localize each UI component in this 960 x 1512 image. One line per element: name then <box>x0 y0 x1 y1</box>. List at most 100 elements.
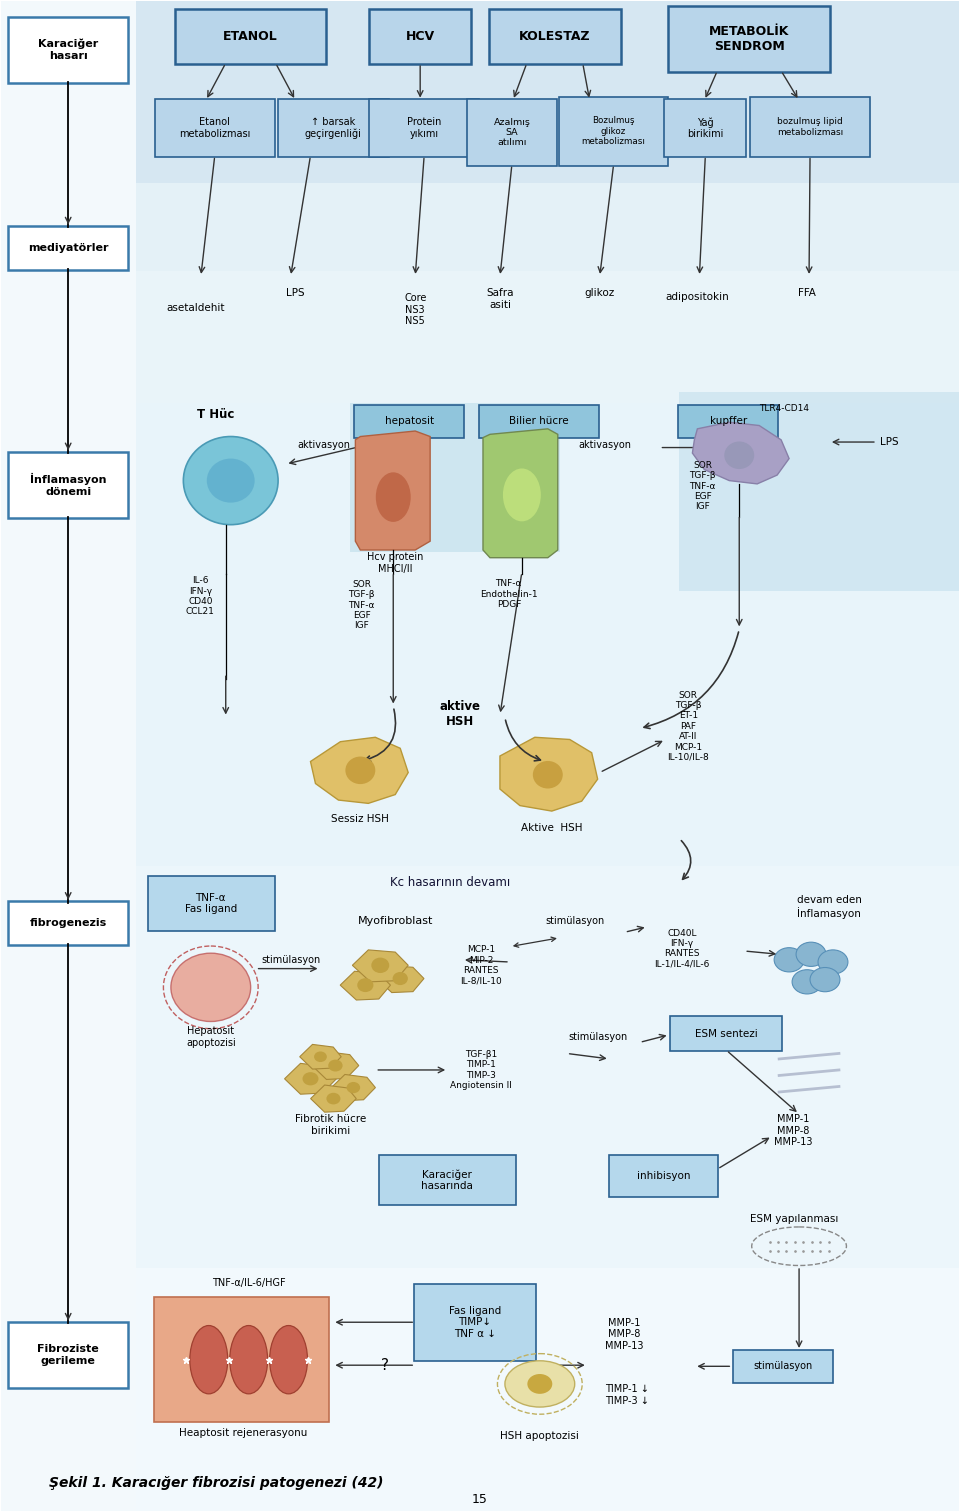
Ellipse shape <box>792 969 822 993</box>
Text: Bozulmuş
glikoz
metabolizması: Bozulmuş glikoz metabolizması <box>582 116 645 147</box>
Ellipse shape <box>533 761 563 788</box>
Text: IL-6
IFN-γ
CD40
CCL21: IL-6 IFN-γ CD40 CCL21 <box>186 576 215 617</box>
Ellipse shape <box>527 1374 552 1394</box>
Polygon shape <box>331 1075 375 1101</box>
Text: MMP-1
MMP-8
MMP-13: MMP-1 MMP-8 MMP-13 <box>605 1318 643 1350</box>
Text: Karaciğer
hasarında: Karaciğer hasarında <box>421 1169 473 1191</box>
Text: Hcv protein
MHCI/II: Hcv protein MHCI/II <box>367 552 423 575</box>
Text: MMP-1
MMP-8
MMP-13: MMP-1 MMP-8 MMP-13 <box>774 1114 813 1148</box>
Polygon shape <box>352 950 408 981</box>
FancyBboxPatch shape <box>668 6 830 73</box>
Ellipse shape <box>314 1051 326 1061</box>
Text: hepatosit: hepatosit <box>385 416 434 426</box>
Polygon shape <box>300 1045 341 1069</box>
Polygon shape <box>311 1086 356 1113</box>
FancyBboxPatch shape <box>9 17 128 83</box>
Text: TGF-β1
TIMP-1
TIMP-3
Angiotensin II: TGF-β1 TIMP-1 TIMP-3 Angiotensin II <box>450 1049 512 1090</box>
FancyBboxPatch shape <box>9 227 128 271</box>
FancyBboxPatch shape <box>379 1155 516 1205</box>
FancyBboxPatch shape <box>733 1350 833 1383</box>
Ellipse shape <box>270 1326 307 1394</box>
Ellipse shape <box>326 1093 341 1104</box>
Text: Etanol
metabolizması: Etanol metabolizması <box>180 118 251 139</box>
Text: glikoz: glikoz <box>585 289 614 298</box>
Text: TNF-α
Fas ligand: TNF-α Fas ligand <box>184 892 237 915</box>
Ellipse shape <box>347 1083 360 1093</box>
Text: Myofibroblast: Myofibroblast <box>357 916 433 927</box>
Text: Hepatosit
apoptozisi: Hepatosit apoptozisi <box>186 1027 235 1048</box>
FancyBboxPatch shape <box>414 1284 536 1361</box>
Ellipse shape <box>774 948 804 972</box>
Text: CD40L
IFN-γ
RANTES
IL-1/IL-4/IL-6: CD40L IFN-γ RANTES IL-1/IL-4/IL-6 <box>655 928 709 969</box>
Ellipse shape <box>328 1060 343 1072</box>
FancyBboxPatch shape <box>9 901 128 945</box>
Ellipse shape <box>796 942 826 966</box>
Polygon shape <box>284 1063 336 1095</box>
Bar <box>1 2 136 1510</box>
FancyBboxPatch shape <box>479 405 599 437</box>
Text: Kc hasarının devamı: Kc hasarının devamı <box>390 875 510 889</box>
Text: ESM sentezi: ESM sentezi <box>695 1028 757 1039</box>
Text: Protein
yıkımı: Protein yıkımı <box>407 118 442 139</box>
Text: Aktive  HSH: Aktive HSH <box>521 823 583 833</box>
FancyBboxPatch shape <box>155 100 275 157</box>
Text: Fibrotik hücre
birikimi: Fibrotik hücre birikimi <box>295 1114 366 1136</box>
Bar <box>350 404 560 552</box>
Ellipse shape <box>229 1326 268 1394</box>
Text: SOR
TGF-β
TNF-α
EGF
IGF: SOR TGF-β TNF-α EGF IGF <box>689 461 716 511</box>
Text: TNF-α
Endothelin-1
PDGF: TNF-α Endothelin-1 PDGF <box>480 579 538 609</box>
FancyBboxPatch shape <box>670 1016 782 1051</box>
Ellipse shape <box>393 972 408 986</box>
Text: aktive
HSH: aktive HSH <box>440 700 481 729</box>
Text: ↑ barsak
geçirgenliği: ↑ barsak geçirgenliği <box>305 116 362 139</box>
Text: Heaptosit rejenerasyonu: Heaptosit rejenerasyonu <box>179 1429 307 1438</box>
FancyBboxPatch shape <box>489 9 620 64</box>
Text: İnflamasyon
dönemi: İnflamasyon dönemi <box>30 473 107 497</box>
Ellipse shape <box>183 437 278 525</box>
Bar <box>136 271 959 404</box>
Text: TIMP-1 ↓
TIMP-3 ↓: TIMP-1 ↓ TIMP-3 ↓ <box>605 1383 649 1406</box>
Ellipse shape <box>375 472 411 522</box>
Bar <box>136 404 959 866</box>
Text: Fas ligand
TIMP↓
TNF α ↓: Fas ligand TIMP↓ TNF α ↓ <box>449 1306 501 1338</box>
FancyBboxPatch shape <box>9 452 128 519</box>
Polygon shape <box>500 738 598 810</box>
Polygon shape <box>483 429 558 558</box>
FancyBboxPatch shape <box>559 97 668 165</box>
Text: Yağ
birikimi: Yağ birikimi <box>687 116 724 139</box>
FancyBboxPatch shape <box>354 405 464 437</box>
FancyBboxPatch shape <box>277 100 389 157</box>
Ellipse shape <box>171 953 251 1022</box>
FancyBboxPatch shape <box>370 9 471 64</box>
Text: Karaciğer
hasarı: Karaciğer hasarı <box>38 39 98 60</box>
Text: Fibroziste
gerileme: Fibroziste gerileme <box>37 1344 99 1365</box>
Text: T Hüc: T Hüc <box>197 408 234 420</box>
Bar <box>136 1269 959 1510</box>
Text: HSH apoptozisi: HSH apoptozisi <box>500 1430 579 1441</box>
Polygon shape <box>355 431 430 550</box>
Text: kupffer: kupffer <box>709 416 747 426</box>
Text: Safra
asiti: Safra asiti <box>486 287 514 310</box>
Text: stimülasyon: stimülasyon <box>261 954 321 965</box>
Ellipse shape <box>346 756 375 785</box>
Text: Core
NS3
NS5: Core NS3 NS5 <box>404 293 426 327</box>
FancyBboxPatch shape <box>175 9 326 64</box>
Text: bozulmuş lipid
metabolizması: bozulmuş lipid metabolizması <box>777 118 843 136</box>
Ellipse shape <box>372 957 389 974</box>
Text: ETANOL: ETANOL <box>224 30 278 44</box>
Text: Şekil 1. Karacığer fibrozisi patogenezi (42): Şekil 1. Karacığer fibrozisi patogenezi … <box>49 1476 384 1489</box>
Bar <box>136 183 959 271</box>
Ellipse shape <box>810 968 840 992</box>
Text: MCP-1
MIP-2
RANTES
IL-8/IL-10: MCP-1 MIP-2 RANTES IL-8/IL-10 <box>460 945 502 986</box>
Ellipse shape <box>503 469 540 522</box>
Ellipse shape <box>190 1326 228 1394</box>
Text: SOR
TGF-β
TNF-α
EGF
IGF: SOR TGF-β TNF-α EGF IGF <box>348 579 375 631</box>
FancyBboxPatch shape <box>370 100 479 157</box>
FancyBboxPatch shape <box>679 405 779 437</box>
FancyBboxPatch shape <box>664 100 746 157</box>
FancyBboxPatch shape <box>154 1297 329 1423</box>
Polygon shape <box>692 422 789 484</box>
Polygon shape <box>312 1052 359 1080</box>
Text: Sessiz HSH: Sessiz HSH <box>331 813 390 824</box>
Text: asetaldehit: asetaldehit <box>167 302 225 313</box>
